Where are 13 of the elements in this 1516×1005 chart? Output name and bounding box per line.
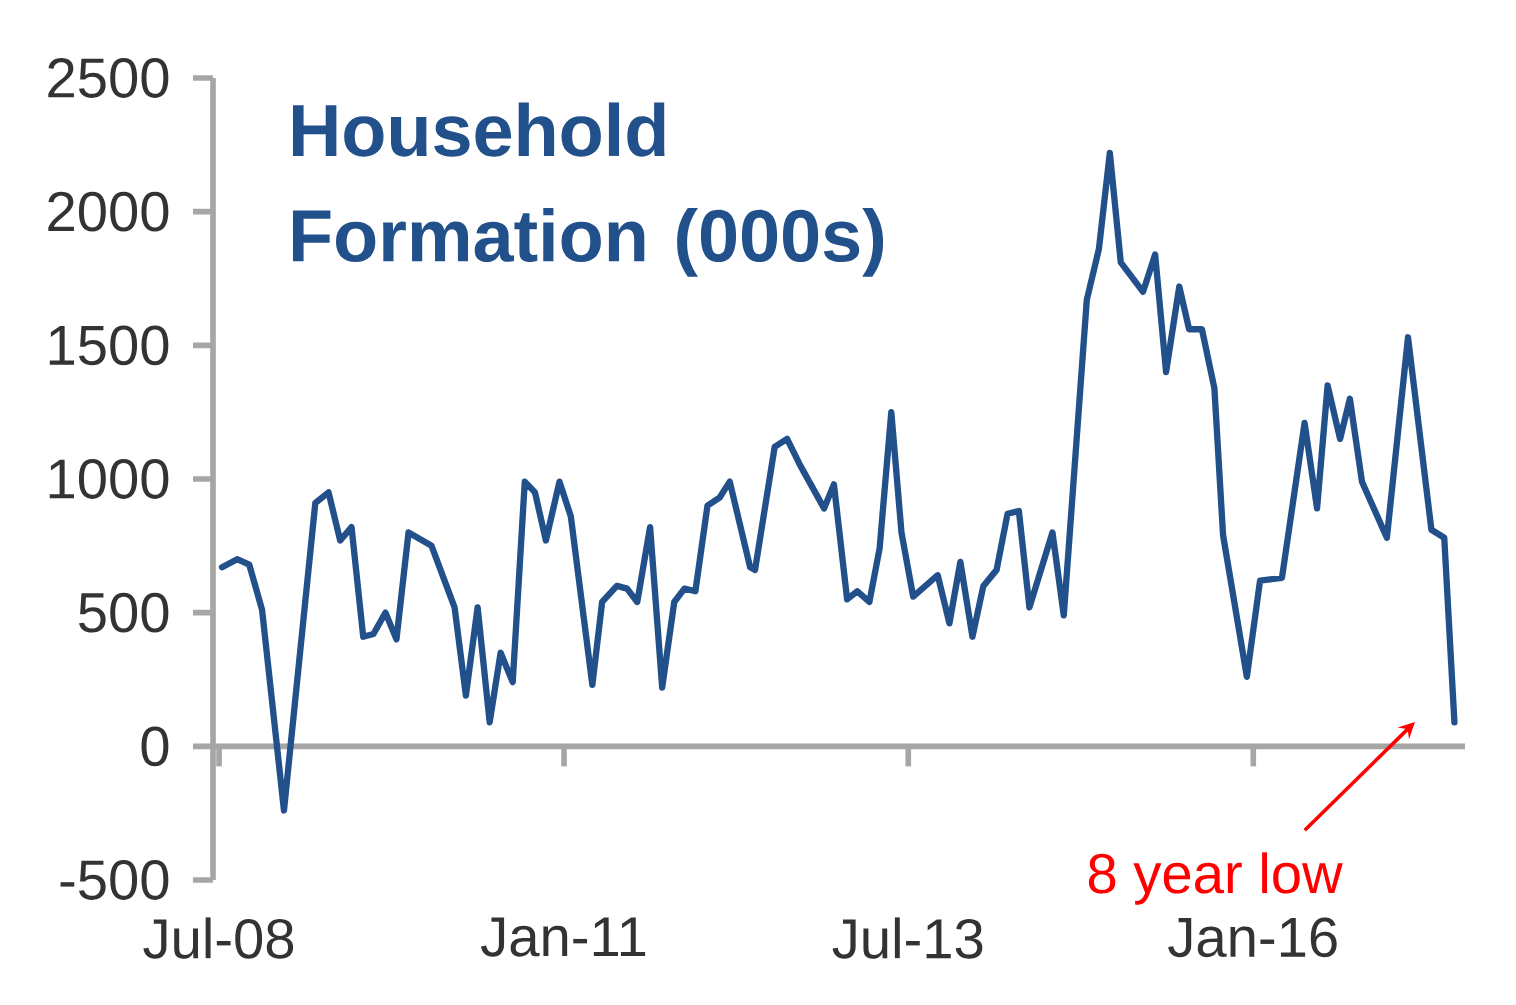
y-tick-label: 500 xyxy=(79,592,169,633)
y-tick-label: 0 xyxy=(141,726,169,767)
y-tick-label: 2500 xyxy=(48,58,169,98)
y-tick-label: -500 xyxy=(60,860,169,900)
x-tick-label: Jul-08 xyxy=(143,917,294,959)
y-tick-label: 2000 xyxy=(48,191,169,232)
x-tick-label: Jan-11 xyxy=(481,917,646,957)
x-tick-label: Jan-16 xyxy=(1168,917,1337,958)
text: Household Formation (000s) xyxy=(292,102,884,277)
annotation: 8 year low xyxy=(1088,852,1343,905)
y-tick-label: 1000 xyxy=(49,459,169,499)
y-tick-label: 1500 xyxy=(49,325,169,366)
x-tick-label: Jul-13 xyxy=(832,917,983,959)
